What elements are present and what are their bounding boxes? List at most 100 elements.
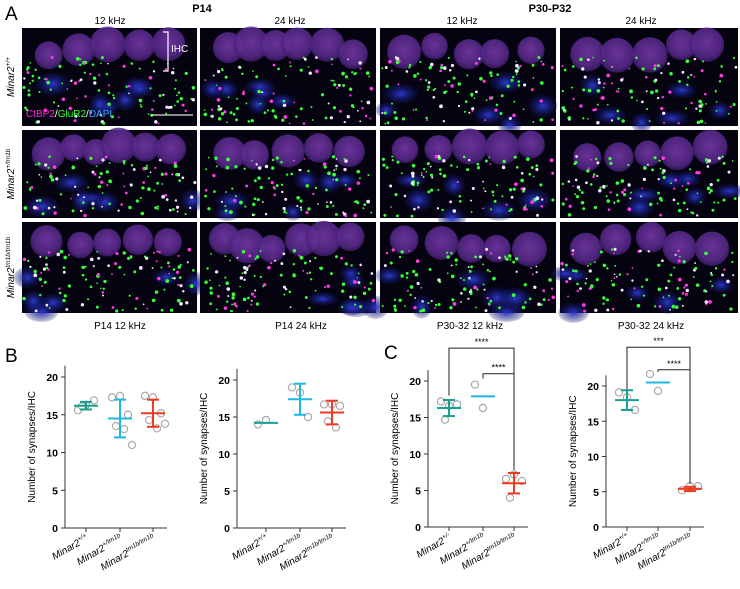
synapse-punctum xyxy=(645,75,648,79)
synapse-punctum xyxy=(395,60,400,65)
synapse-punctum xyxy=(490,74,493,78)
synapse-punctum xyxy=(176,298,181,303)
column-label: 24 kHz xyxy=(274,16,305,27)
synapse-punctum xyxy=(690,101,693,105)
synapse-punctum xyxy=(139,196,142,200)
synapse-punctum xyxy=(335,158,338,160)
synapse-punctum xyxy=(191,98,195,102)
synapse-punctum xyxy=(149,171,152,174)
synapse-punctum xyxy=(348,187,352,191)
synapse-punctum xyxy=(439,69,442,73)
synapse-punctum xyxy=(247,296,250,300)
synapse-punctum xyxy=(308,306,311,310)
hair-cell xyxy=(482,234,511,263)
synapse-punctum xyxy=(571,253,574,256)
data-point xyxy=(335,401,345,411)
synapse-punctum xyxy=(646,108,649,111)
synapse-punctum xyxy=(409,293,412,297)
hair-cell xyxy=(660,136,694,171)
synapse-punctum xyxy=(699,201,702,203)
synapse-punctum xyxy=(252,70,254,72)
synapse-punctum xyxy=(630,96,634,99)
synapse-punctum xyxy=(25,68,29,71)
synapse-punctum xyxy=(369,117,372,120)
synapse-punctum xyxy=(714,267,718,270)
synapse-punctum xyxy=(705,103,707,105)
synapse-punctum xyxy=(478,255,482,259)
synapse-punctum xyxy=(436,207,440,210)
synapse-punctum xyxy=(413,74,417,78)
synapse-punctum xyxy=(285,75,287,77)
synapse-punctum xyxy=(310,278,313,281)
synapse-punctum xyxy=(343,120,346,124)
synapse-punctum xyxy=(146,307,148,310)
data-point xyxy=(645,369,655,379)
synapse-punctum xyxy=(307,169,310,173)
synapse-punctum xyxy=(560,261,564,266)
synapse-punctum xyxy=(272,92,275,95)
synapse-punctum xyxy=(271,109,275,113)
synapse-punctum xyxy=(419,60,422,63)
synapse-punctum xyxy=(223,110,227,114)
synapse-punctum xyxy=(486,296,489,300)
synapse-punctum xyxy=(562,108,565,111)
synapse-punctum xyxy=(62,270,66,274)
synapse-punctum xyxy=(332,178,335,181)
synapse-punctum xyxy=(571,249,575,252)
y-tick-label: 0 xyxy=(415,522,421,534)
synapse-punctum xyxy=(434,154,439,159)
synapse-punctum xyxy=(636,303,641,308)
synapse-punctum xyxy=(330,63,333,66)
synapse-punctum xyxy=(417,206,420,209)
synapse-punctum xyxy=(29,265,32,269)
hair-cell xyxy=(689,27,725,62)
synapse-punctum xyxy=(270,262,273,265)
synapse-punctum xyxy=(572,185,575,188)
synapse-punctum xyxy=(282,103,287,107)
synapse-punctum xyxy=(610,279,613,282)
synapse-punctum xyxy=(349,295,353,299)
synapse-punctum xyxy=(532,77,535,79)
synapse-punctum xyxy=(78,80,81,83)
synapse-punctum xyxy=(467,266,470,268)
synapse-punctum xyxy=(530,166,534,170)
hair-cell xyxy=(155,133,187,165)
synapse-punctum xyxy=(231,296,235,300)
synapse-punctum xyxy=(101,294,104,297)
synapse-punctum xyxy=(686,208,689,211)
synapse-punctum xyxy=(631,267,634,269)
synapse-punctum xyxy=(385,251,389,255)
synapse-punctum xyxy=(236,256,239,259)
synapse-punctum xyxy=(398,255,402,259)
synapse-punctum xyxy=(47,206,51,210)
synapse-punctum xyxy=(149,87,152,90)
synapse-punctum xyxy=(227,295,230,298)
synapse-punctum xyxy=(561,182,565,186)
synapse-punctum xyxy=(718,80,722,83)
synapse-punctum xyxy=(626,273,629,276)
synapse-punctum xyxy=(204,188,208,192)
synapse-punctum xyxy=(83,213,87,218)
synapse-punctum xyxy=(151,298,156,303)
synapse-punctum xyxy=(23,77,26,80)
synapse-punctum xyxy=(609,161,613,166)
synapse-punctum xyxy=(176,100,180,103)
synapse-punctum xyxy=(341,282,346,286)
synapse-punctum xyxy=(353,213,358,218)
hair-cell xyxy=(333,135,365,168)
synapse-punctum xyxy=(578,188,581,192)
synapse-punctum xyxy=(698,104,702,108)
synapse-punctum xyxy=(344,75,349,79)
synapse-punctum xyxy=(630,298,633,301)
synapse-punctum xyxy=(330,57,333,61)
synapse-punctum xyxy=(430,62,434,67)
synapse-punctum xyxy=(369,86,374,91)
synapse-punctum xyxy=(22,257,27,262)
synapse-punctum xyxy=(535,164,539,168)
synapse-punctum xyxy=(717,201,720,204)
synapse-punctum xyxy=(145,256,149,260)
synapse-punctum xyxy=(80,303,85,307)
synapse-punctum xyxy=(429,165,432,168)
synapse-punctum xyxy=(205,168,208,171)
synapse-punctum xyxy=(263,111,267,115)
